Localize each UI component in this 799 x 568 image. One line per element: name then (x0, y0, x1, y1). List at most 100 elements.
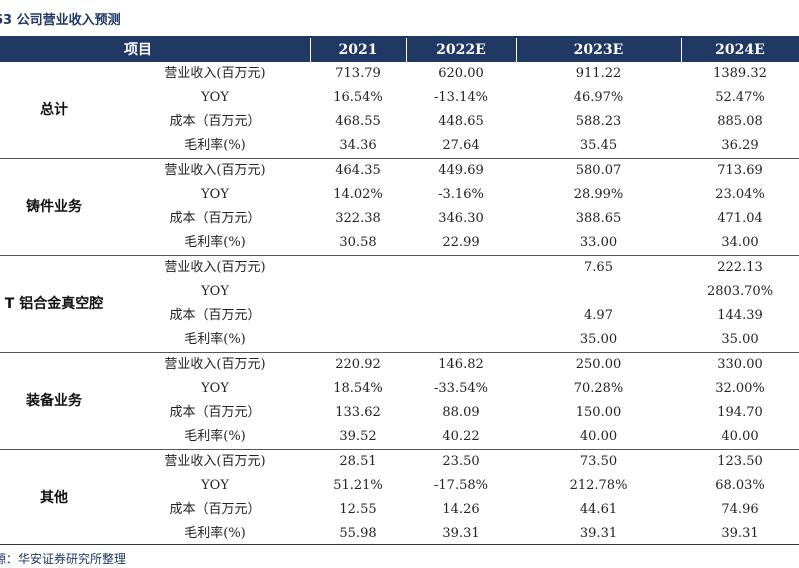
metric-label: 毛利率(%) (184, 332, 246, 347)
value-cell: -33.54% (434, 381, 488, 396)
value-cell: 346.30 (438, 211, 484, 226)
table-row: 成本（百万元） 12.55 14.26 44.61 74.96 (0, 498, 799, 522)
value-cell: 39.31 (442, 526, 480, 541)
top-rule (0, 36, 799, 38)
row-group: 铸件业务 营业收入(百万元) 464.35 449.69 580.07 713.69 YOY… (0, 159, 799, 256)
value-cell: 16.54% (333, 90, 383, 105)
value-cell: 222.13 (717, 260, 763, 275)
value-cell: 68.03% (715, 478, 765, 493)
metric-label: 毛利率(%) (184, 138, 246, 153)
value-cell: 27.64 (442, 138, 480, 153)
header-year-2024e: 2024E (715, 42, 765, 58)
value-cell: 713.69 (717, 163, 763, 178)
value-cell: 144.39 (717, 308, 763, 323)
metric-label: YOY (201, 381, 229, 396)
value-cell (406, 304, 516, 328)
value-cell: 35.00 (579, 332, 618, 347)
value-cell: 4.97 (584, 308, 613, 323)
table-row: 成本（百万元） 133.62 88.09 150.00 194.70 (0, 401, 799, 425)
value-cell: 250.00 (575, 357, 622, 372)
value-cell: 588.23 (575, 114, 622, 129)
header-year-2022e: 2022E (436, 42, 486, 58)
metric-label: 毛利率(%) (184, 526, 246, 541)
value-cell: 150.00 (575, 405, 622, 420)
group-label: 铸件业务 (26, 199, 82, 215)
group-label: 其他 (40, 490, 68, 506)
metric-label: 营业收入(百万元) (164, 66, 266, 81)
metric-label: YOY (201, 478, 229, 493)
table-row: 毛利率(%) 55.98 39.31 39.31 39.31 (0, 522, 799, 546)
value-cell: 35.45 (579, 138, 618, 153)
header-year-2021: 2021 (338, 42, 378, 58)
value-cell (310, 256, 406, 280)
value-cell: -17.58% (434, 478, 488, 493)
group-divider (0, 158, 799, 159)
table-row: YOY 51.21% -17.58% 212.78% 68.03% (0, 474, 799, 498)
table-row: 毛利率(%) 34.36 27.64 35.45 36.29 (0, 134, 799, 158)
value-cell: 1389.32 (713, 66, 767, 81)
metric-label: 毛利率(%) (184, 429, 246, 444)
value-cell (310, 304, 406, 328)
table-row: 营业收入(百万元) 28.51 23.50 73.50 123.50 (0, 450, 799, 474)
metric-label: 成本（百万元） (169, 502, 261, 517)
table-row: 成本（百万元） 322.38 346.30 388.65 471.04 (0, 207, 799, 231)
value-cell: 88.09 (442, 405, 480, 420)
table-row: 营业收入(百万元) 7.65 222.13 (0, 256, 799, 280)
metric-label: 营业收入(百万元) (164, 260, 266, 275)
table-row: 毛利率(%) 39.52 40.22 40.00 40.00 (0, 425, 799, 449)
value-cell: 123.50 (717, 454, 763, 469)
value-cell: 220.92 (335, 357, 381, 372)
value-cell (310, 328, 406, 352)
value-cell: 40.00 (579, 429, 618, 444)
value-cell: 449.69 (438, 163, 484, 178)
value-cell: 73.50 (579, 454, 618, 469)
value-cell: 39.52 (339, 429, 377, 444)
value-cell: 12.55 (339, 502, 377, 517)
value-cell: 322.38 (335, 211, 381, 226)
group-divider (0, 352, 799, 353)
value-cell (516, 280, 681, 304)
value-cell: 70.28% (573, 381, 624, 396)
value-cell: 39.31 (721, 526, 759, 541)
value-cell: 44.61 (579, 502, 618, 517)
value-cell: 32.00% (715, 381, 765, 396)
value-cell: 911.22 (575, 66, 622, 81)
header-item: 项目 (124, 42, 152, 58)
header-divider (681, 38, 682, 62)
row-group: 总计 营业收入(百万元) 713.79 620.00 911.22 1389.32 YOY 1… (0, 62, 799, 159)
table-row: YOY 16.54% -13.14% 46.97% 52.47% (0, 86, 799, 110)
table-caption: 63 公司营业收入预测 (0, 13, 121, 28)
group-divider (0, 449, 799, 450)
value-cell: 133.62 (335, 405, 381, 420)
value-cell: 39.31 (579, 526, 618, 541)
table-row: 营业收入(百万元) 220.92 146.82 250.00 330.00 (0, 353, 799, 377)
value-cell: 713.79 (335, 66, 381, 81)
value-cell: 194.70 (717, 405, 763, 420)
value-cell: 7.65 (584, 260, 613, 275)
group-divider (0, 255, 799, 256)
value-cell: 14.26 (442, 502, 480, 517)
row-group: 其他 营业收入(百万元) 28.51 23.50 73.50 123.50 YOY 51.21… (0, 450, 799, 547)
value-cell: 36.29 (721, 138, 759, 153)
metric-label: 成本（百万元） (169, 211, 261, 226)
value-cell: 18.54% (333, 381, 383, 396)
value-cell: 14.02% (333, 187, 383, 202)
group-label: 总计 (40, 102, 68, 118)
value-cell: 580.07 (575, 163, 622, 178)
row-group: 装备业务 营业收入(百万元) 220.92 146.82 250.00 330.00 YOY… (0, 353, 799, 450)
row-group: T 铝合金真空腔 营业收入(百万元) 7.65 222.13 YOY 2803.70% 成本… (0, 256, 799, 353)
metric-label: YOY (201, 187, 229, 202)
value-cell: 28.51 (339, 454, 377, 469)
header-year-2023e: 2023E (573, 42, 624, 58)
metric-label: YOY (201, 284, 229, 299)
value-cell: 40.22 (442, 429, 480, 444)
metric-label: 成本（百万元） (169, 405, 261, 420)
value-cell: 620.00 (438, 66, 484, 81)
value-cell: -13.14% (434, 90, 488, 105)
header-divider (406, 38, 407, 62)
value-cell: 51.21% (333, 478, 383, 493)
value-cell: 74.96 (721, 502, 759, 517)
metric-label: 毛利率(%) (184, 235, 246, 250)
value-cell (310, 280, 406, 304)
bottom-rule (0, 544, 799, 545)
